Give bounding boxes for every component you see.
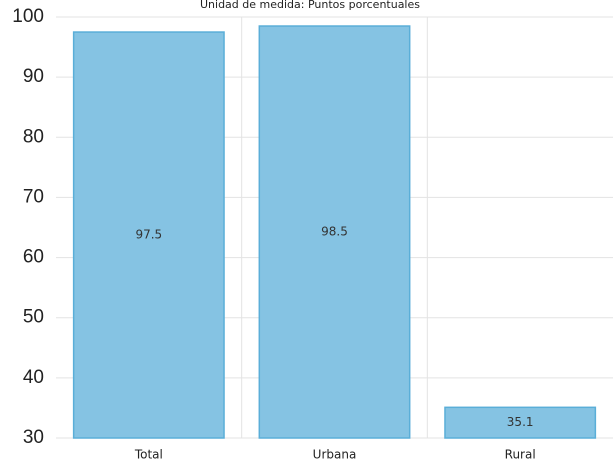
x-tick-label: Total <box>134 448 163 462</box>
data-label: 97.5 <box>135 228 162 242</box>
y-tick-label: 70 <box>23 186 44 207</box>
y-tick-label: 100 <box>12 6 44 27</box>
bars <box>72 25 597 439</box>
data-label: 98.5 <box>321 225 348 239</box>
data-label: 35.1 <box>507 415 534 429</box>
y-tick-label: 60 <box>23 247 44 268</box>
chart-subtitle: Unidad de medida: Puntos porcentuales <box>200 0 420 11</box>
bar-rural <box>444 406 597 439</box>
y-tick-label: 50 <box>23 307 44 328</box>
bar-total <box>72 31 225 439</box>
data-labels: 97.5 98.5 35.1 <box>135 225 533 430</box>
y-tick-label: 80 <box>23 126 44 147</box>
bar-urbana <box>258 25 411 439</box>
x-tick-label: Rural <box>505 448 536 462</box>
y-tick-label: 90 <box>23 66 44 87</box>
y-axis: 30 40 50 60 70 80 90 100 <box>12 6 44 448</box>
x-tick-label: Urbana <box>313 448 357 462</box>
y-tick-label: 40 <box>23 367 44 388</box>
x-axis: Total Urbana Rural <box>134 448 536 462</box>
y-tick-label: 30 <box>23 427 44 448</box>
